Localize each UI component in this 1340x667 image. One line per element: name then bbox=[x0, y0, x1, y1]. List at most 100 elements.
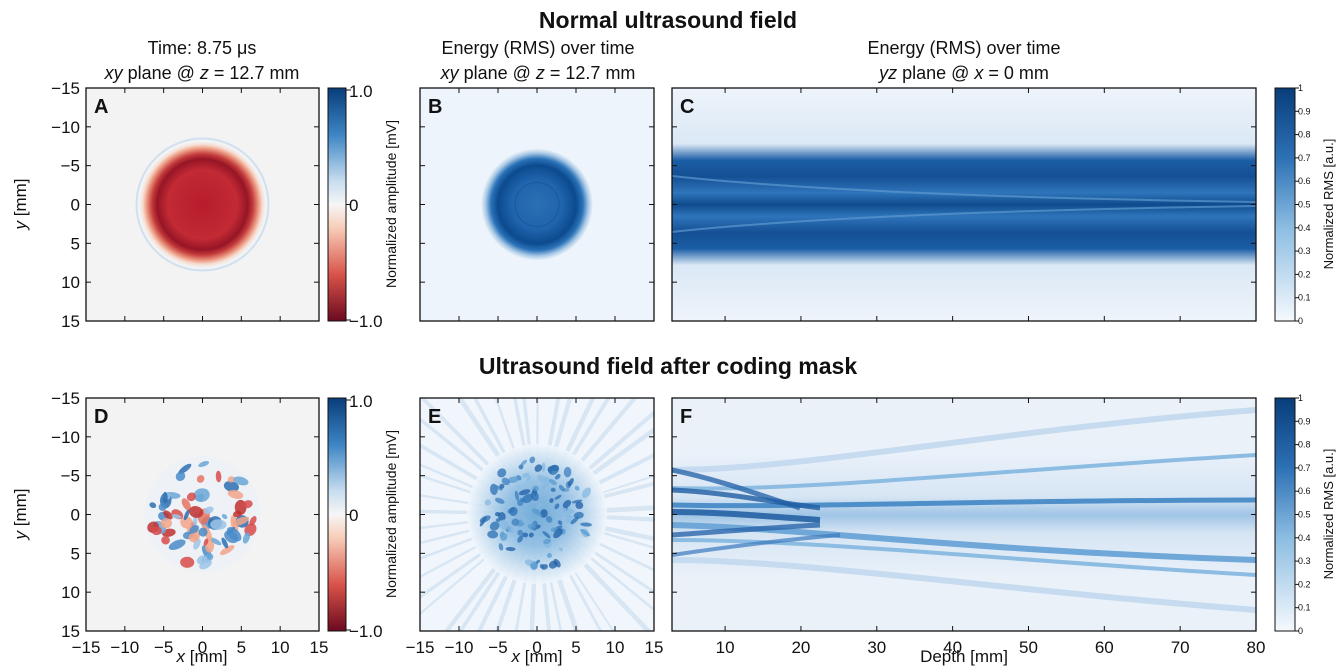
cbar-d-label: Normalized amplitude [mV] bbox=[383, 430, 399, 598]
panel-b-disk bbox=[481, 148, 593, 261]
speckle-blob bbox=[487, 530, 499, 539]
rms-tick-label: 0.1 bbox=[1298, 603, 1311, 613]
speckle-blob bbox=[537, 474, 547, 484]
panel-letter-b: B bbox=[428, 96, 442, 118]
speckle-blob bbox=[529, 456, 536, 464]
y-tick-label: −10 bbox=[51, 428, 80, 447]
cbar-d-tick-zero: 0 bbox=[349, 506, 358, 525]
bottom-figure-title: Ultrasound field after coding mask bbox=[479, 353, 857, 379]
depth-tick-label: 10 bbox=[716, 638, 735, 657]
top-figure-title: Normal ultrasound field bbox=[539, 7, 797, 33]
colorbar-amplitude-bottom: 1.0 0 −1.0 Normalized amplitude [mV] bbox=[327, 392, 399, 641]
speckle-blob bbox=[198, 461, 210, 468]
speckle-blob bbox=[180, 516, 193, 529]
speckle-blob bbox=[497, 468, 507, 478]
speckle-blob bbox=[554, 494, 562, 500]
panel-c-beam bbox=[672, 88, 1256, 321]
speckle-blob bbox=[514, 490, 520, 501]
speckle-blob bbox=[557, 520, 563, 526]
rms-tick-label: 0.3 bbox=[1298, 246, 1311, 256]
rms-tick-label: 0.7 bbox=[1298, 153, 1311, 163]
speckle-blob bbox=[581, 487, 592, 499]
speckle-blob bbox=[558, 484, 566, 492]
speckle-blob bbox=[532, 485, 540, 491]
cbar-a-tick-max: 1.0 bbox=[349, 82, 373, 101]
rms-tick-label: 0.7 bbox=[1298, 463, 1311, 473]
cbar-c-label: Normalized RMS [a.u.] bbox=[1321, 139, 1336, 270]
x-tick-label: −5 bbox=[488, 638, 507, 657]
rms-tick-label: 0.1 bbox=[1298, 293, 1311, 303]
speckle-blob bbox=[249, 515, 257, 526]
speckle-blob bbox=[521, 516, 528, 524]
speckle-blob bbox=[196, 493, 204, 502]
speckle-blob bbox=[539, 563, 545, 569]
colorbar-rms-bottom: 1 0.9 0.8 0.7 0.6 0.5 0.4 0.3 0.2 0.1 0 Normalized… bbox=[1274, 393, 1336, 636]
rms-tick-label: 0.4 bbox=[1298, 223, 1311, 233]
speckle-blob bbox=[559, 512, 563, 518]
speckle-blob bbox=[580, 522, 592, 527]
speckle-blob bbox=[528, 532, 534, 538]
panel-letter-d: D bbox=[94, 406, 108, 428]
cbar-a-label: Normalized amplitude [mV] bbox=[383, 120, 399, 288]
panel-a-ring-wave bbox=[135, 137, 270, 272]
speckle-blob bbox=[219, 545, 235, 556]
y-tick-label: −5 bbox=[61, 467, 80, 486]
speckle-blob bbox=[548, 478, 557, 486]
speckle-blob bbox=[149, 502, 157, 509]
y-tick-label: −15 bbox=[51, 79, 80, 98]
speckle-blob bbox=[507, 476, 520, 483]
speckle-blob bbox=[221, 513, 228, 520]
speckle-blob bbox=[162, 491, 168, 504]
speckle-blob bbox=[199, 559, 212, 570]
depth-tick-label: 80 bbox=[1247, 638, 1266, 657]
panel-d-speckle bbox=[147, 461, 257, 570]
speckle-blob bbox=[495, 511, 501, 517]
y-tick-label: −15 bbox=[51, 389, 80, 408]
speckle-blob bbox=[563, 466, 572, 478]
speckle-blob bbox=[541, 462, 546, 473]
rms-tick-label: 1 bbox=[1298, 83, 1303, 93]
speckle-blob bbox=[243, 500, 253, 509]
speckle-blob bbox=[499, 519, 509, 530]
y-tick-label: 0 bbox=[71, 196, 80, 215]
cbar-f-label: Normalized RMS [a.u.] bbox=[1321, 449, 1336, 580]
depth-tick-label: 20 bbox=[791, 638, 810, 657]
x-tick-label: −5 bbox=[154, 638, 173, 657]
speckle-blob bbox=[484, 499, 492, 506]
speckle-blob bbox=[151, 526, 162, 536]
y-tick-label: −10 bbox=[51, 118, 80, 137]
speckle-blob bbox=[168, 539, 186, 550]
depth-tick-label: 50 bbox=[1019, 638, 1038, 657]
panel-b: B bbox=[419, 87, 655, 322]
speckle-blob bbox=[188, 506, 204, 518]
rms-tick-label: 0.4 bbox=[1298, 533, 1311, 543]
speckle-blob bbox=[517, 535, 524, 543]
speckle-blob bbox=[186, 492, 196, 502]
speckle-blob bbox=[223, 481, 239, 492]
speckle-blob bbox=[161, 535, 170, 545]
speckle-blob bbox=[540, 482, 550, 491]
panel-c-title-line2: yz plane @ x = 0 mm bbox=[877, 63, 1049, 83]
speckle-blob bbox=[227, 489, 244, 499]
x-tick-label: 0 bbox=[532, 638, 541, 657]
depth-tick-label: 60 bbox=[1095, 638, 1114, 657]
cbar-a-tick-min: −1.0 bbox=[349, 312, 383, 331]
speckle-blob bbox=[518, 489, 531, 496]
panel-a-disk bbox=[139, 141, 266, 268]
y-tick-label: 10 bbox=[61, 583, 80, 602]
speckle-blob bbox=[518, 464, 524, 470]
speckle-blob bbox=[189, 525, 200, 534]
panel-a: A bbox=[85, 87, 320, 322]
speckle-blob bbox=[535, 559, 541, 564]
speckle-blob bbox=[535, 509, 542, 517]
speckle-blob bbox=[175, 471, 186, 482]
speckle-blob bbox=[570, 516, 579, 525]
x-tick-label: −10 bbox=[445, 638, 474, 657]
rms-tick-label: 1 bbox=[1298, 393, 1303, 403]
speckle-blob bbox=[567, 478, 574, 487]
speckle-blob bbox=[158, 503, 167, 511]
y-tick-label: 5 bbox=[71, 544, 80, 563]
speckle-blob bbox=[553, 528, 563, 539]
speckle-blob bbox=[520, 459, 528, 466]
y-tick-label: 15 bbox=[61, 622, 80, 641]
